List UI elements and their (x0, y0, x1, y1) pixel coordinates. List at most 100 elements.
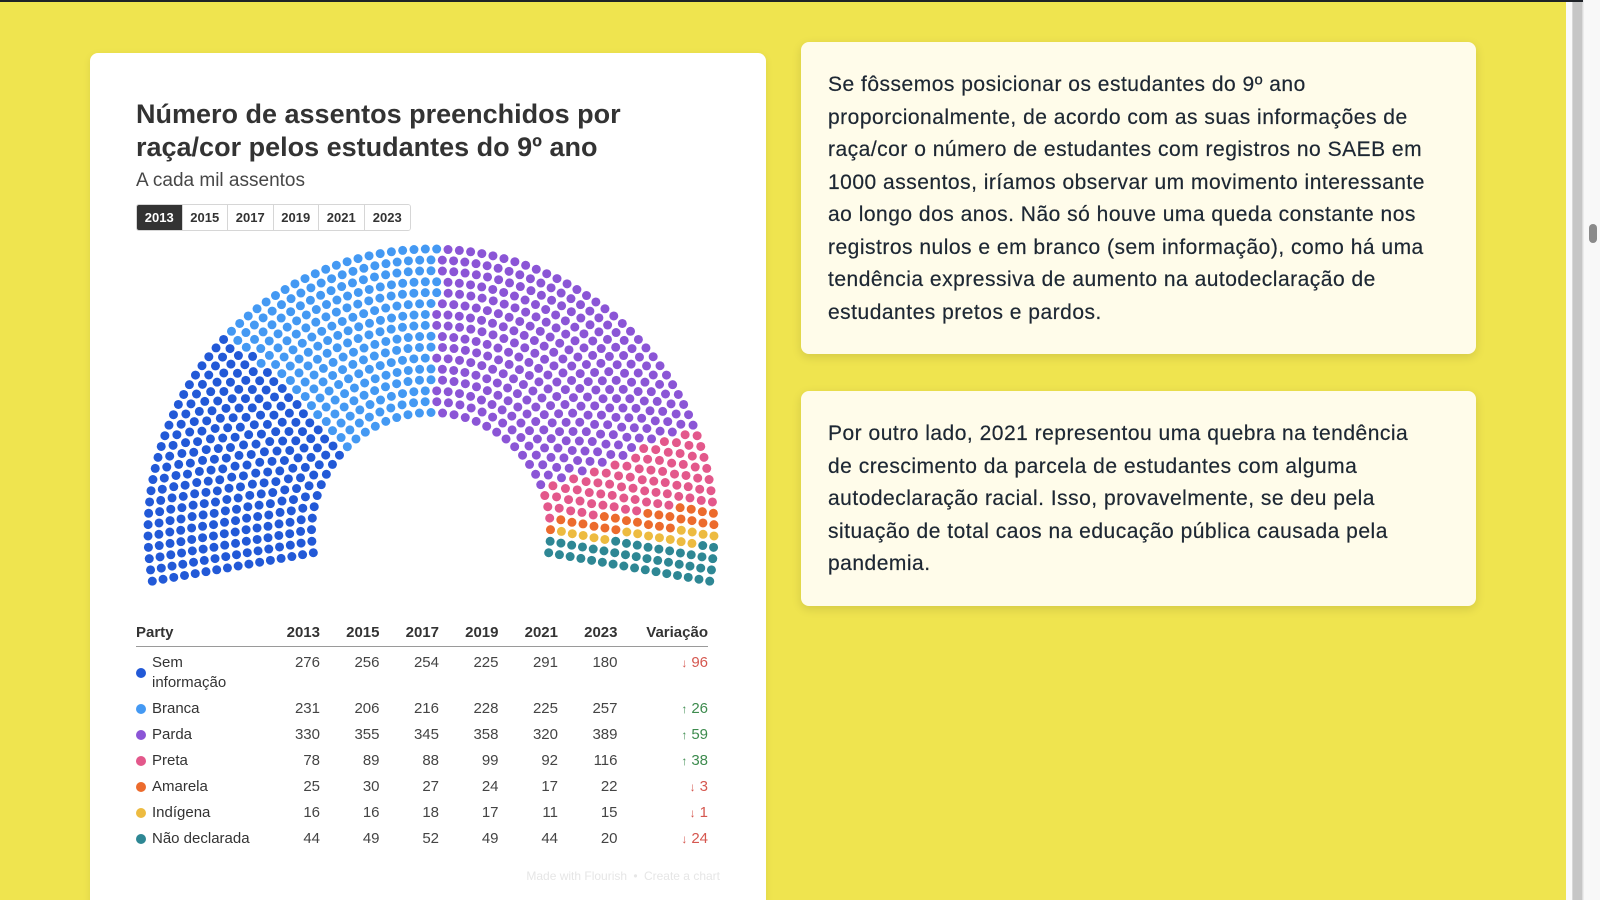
year-button-2017[interactable]: 2017 (228, 205, 274, 230)
value-cell: 30 (362, 778, 380, 795)
seat-parda (528, 386, 538, 396)
variation-value: 3 (699, 778, 708, 795)
seat-parda (559, 453, 569, 463)
seat-sem-informacao (199, 499, 209, 509)
seat-branca (420, 353, 430, 363)
seat-branca (426, 299, 436, 308)
seat-branca (280, 285, 290, 295)
seat-preta (672, 480, 682, 490)
seat-branca (318, 377, 328, 387)
seat-parda (634, 433, 644, 443)
seat-parda (438, 375, 448, 385)
seat-parda (633, 386, 643, 396)
seat-branca (403, 344, 413, 354)
seat-parda (531, 402, 541, 412)
seat-parda (596, 429, 606, 439)
legend-swatch (136, 704, 146, 714)
seat-branca (403, 300, 413, 310)
seat-sem-informacao (307, 536, 317, 546)
seat-branca (328, 357, 338, 367)
seat-parda (505, 278, 515, 288)
value-cell: 27 (422, 778, 439, 795)
seat-sem-informacao (242, 548, 252, 558)
seat-branca (415, 364, 425, 374)
seat-parda (477, 361, 487, 371)
seat-branca (420, 288, 430, 298)
seat-branca (364, 284, 374, 294)
seat-parda (655, 361, 665, 371)
seat-parda (449, 267, 459, 277)
seat-sem-informacao (296, 473, 306, 483)
seat-parda (647, 434, 657, 444)
seat-sem-informacao (223, 423, 233, 433)
seat-parda (568, 408, 578, 418)
seat-branca (392, 367, 402, 377)
seat-sem-informacao (299, 443, 309, 453)
seat-sem-informacao (180, 480, 190, 490)
seat-parda (443, 288, 453, 298)
seat-parda (596, 358, 606, 368)
seat-sem-informacao (296, 526, 306, 536)
seat-sem-informacao (154, 541, 164, 551)
seat-sem-informacao (178, 559, 188, 569)
seat-indigena (665, 534, 675, 544)
seat-sem-informacao (255, 557, 265, 567)
seat-preta (662, 489, 672, 499)
seat-nao-declarada (686, 550, 696, 560)
seat-branca (353, 287, 363, 297)
seat-parda (605, 403, 615, 413)
seat-parda (483, 351, 493, 361)
scrollbar-thumb[interactable] (1589, 224, 1597, 243)
seat-sem-informacao (190, 489, 200, 499)
seat-branca (307, 332, 317, 342)
year-button-2019[interactable]: 2019 (273, 205, 319, 230)
seat-parda (497, 405, 507, 415)
year-button-2015[interactable]: 2015 (182, 205, 228, 230)
seat-parda (449, 410, 459, 420)
seat-parda (454, 389, 464, 399)
seat-parda (577, 466, 587, 476)
seat-branca (415, 255, 425, 265)
create-chart-link[interactable]: Create a chart (643, 869, 720, 883)
scrollbar-track[interactable] (1583, 0, 1600, 900)
seat-parda (443, 354, 453, 364)
seat-sem-informacao (219, 529, 229, 539)
seat-parda (466, 247, 476, 257)
table-row: Amarela 25 30 27 24 17 22 ↓ 3 (136, 774, 708, 800)
made-with-flourish-link[interactable]: Made with Flourish (526, 869, 628, 883)
narrative-line: Por outro lado, 2021 representou uma que… (828, 422, 1409, 445)
seat-branca (387, 313, 397, 323)
seat-sem-informacao (189, 557, 199, 567)
seat-branca (321, 417, 331, 427)
narrative-line: de crescimento da parcela de estudantes … (828, 454, 1358, 478)
seat-sem-informacao (283, 474, 293, 484)
seat-parda (471, 303, 481, 313)
seat-sem-informacao (189, 417, 199, 427)
seat-branca (397, 400, 407, 410)
year-button-2013[interactable]: 2013 (137, 205, 183, 230)
seat-preta (639, 444, 649, 454)
seat-preta (696, 441, 706, 451)
seat-parda (543, 370, 553, 380)
value-cell: 225 (473, 654, 499, 671)
year-button-2021[interactable]: 2021 (319, 205, 365, 230)
seat-parda (581, 427, 591, 437)
seat-branca (375, 249, 385, 259)
seat-sem-informacao (186, 399, 196, 409)
seat-branca (326, 286, 336, 296)
seat-amarela (632, 517, 642, 527)
table-row: Indígena 16 16 18 17 11 15 ↓ 1 (136, 800, 708, 826)
seat-amarela (665, 523, 675, 533)
seat-nao-declarada (608, 559, 618, 569)
seat-parda (618, 384, 628, 394)
seat-branca (258, 327, 268, 337)
seat-preta (584, 488, 594, 498)
seat-sem-informacao (225, 344, 235, 354)
seat-parda (668, 380, 678, 390)
seat-branca (370, 261, 380, 271)
seat-sem-informacao (288, 495, 298, 505)
inner-scrollbar[interactable] (1572, 2, 1583, 900)
year-button-2023[interactable]: 2023 (364, 205, 410, 230)
seat-branca (250, 334, 260, 344)
seat-sem-informacao (157, 484, 167, 494)
